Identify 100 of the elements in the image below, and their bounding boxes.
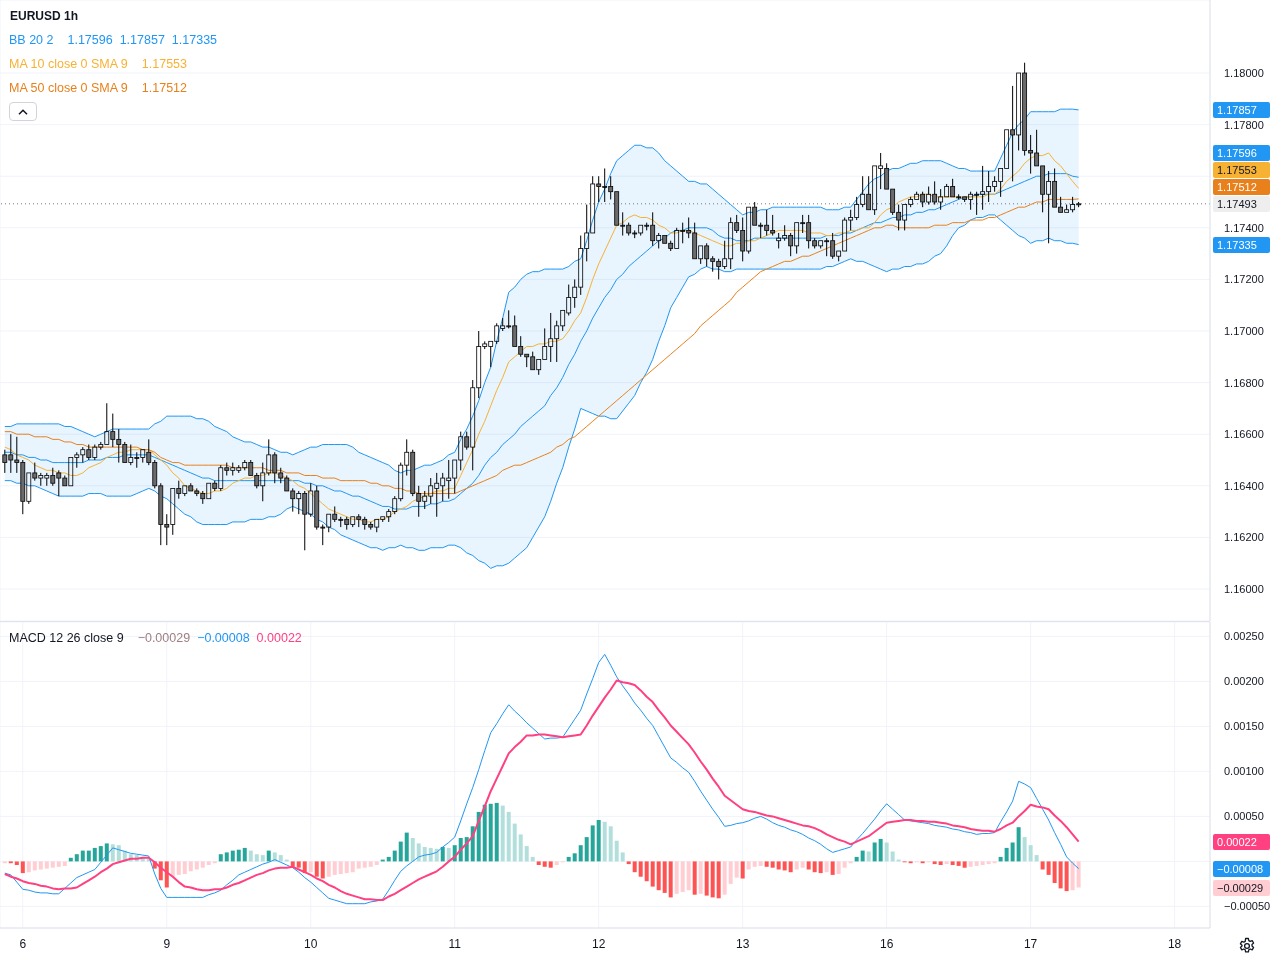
bar bbox=[842, 861, 847, 868]
annotation: 1.17596 bbox=[67, 32, 113, 49]
bar bbox=[932, 861, 937, 865]
bar bbox=[956, 861, 961, 866]
bar bbox=[188, 861, 193, 872]
bar bbox=[182, 861, 187, 874]
annotation: 1.17857 bbox=[119, 32, 165, 49]
bar bbox=[308, 861, 313, 873]
bar bbox=[704, 861, 709, 896]
bar bbox=[860, 850, 865, 862]
bar bbox=[44, 861, 49, 869]
line-series bbox=[4, 108, 1080, 474]
bar bbox=[686, 861, 691, 891]
bar bbox=[986, 861, 991, 865]
y-tick-label: 0.00100 bbox=[1224, 765, 1264, 778]
bar bbox=[26, 861, 31, 873]
bar bbox=[890, 851, 895, 862]
bar bbox=[602, 821, 607, 862]
bar bbox=[14, 861, 19, 865]
bar bbox=[374, 861, 379, 865]
y-tick-label: 1.16800 bbox=[1224, 376, 1264, 389]
text: 1.17857 bbox=[1217, 103, 1257, 116]
bar bbox=[968, 861, 973, 867]
bar bbox=[410, 838, 415, 862]
bar bbox=[398, 841, 403, 862]
bar bbox=[632, 861, 637, 873]
bar bbox=[830, 861, 835, 875]
text: MACD 12 26 close 9 bbox=[9, 631, 124, 645]
text: EURUSD 1h bbox=[10, 9, 79, 23]
bar bbox=[320, 861, 325, 879]
bar bbox=[740, 861, 745, 879]
bar bbox=[416, 843, 421, 862]
x-tick-label: 9 bbox=[163, 937, 171, 951]
bar bbox=[506, 811, 511, 862]
bar bbox=[296, 861, 301, 868]
y-tick-label: 0.00050 bbox=[1224, 810, 1264, 823]
bar bbox=[800, 861, 805, 868]
bar bbox=[242, 847, 247, 862]
bar bbox=[494, 802, 499, 862]
text: 1.17553 bbox=[1217, 163, 1257, 176]
text: 0.00022 bbox=[1217, 835, 1257, 848]
bar bbox=[680, 861, 685, 892]
bar bbox=[116, 845, 121, 862]
bar bbox=[758, 861, 763, 866]
bar bbox=[368, 861, 373, 867]
bar bbox=[110, 844, 115, 862]
text: 1.17335 bbox=[1217, 238, 1257, 251]
x-tick-label: 18 bbox=[1167, 937, 1182, 951]
text: −0.00008 bbox=[1217, 862, 1264, 875]
bar bbox=[248, 850, 253, 862]
bar bbox=[554, 861, 559, 865]
bar bbox=[734, 861, 739, 878]
text: MA 10 close 0 SMA 9 bbox=[9, 57, 128, 71]
bar bbox=[404, 832, 409, 862]
bar bbox=[650, 861, 655, 887]
bar bbox=[578, 845, 583, 862]
ref-line-label: 1.17493 bbox=[1213, 195, 1270, 212]
bar bbox=[440, 847, 445, 862]
bar bbox=[950, 861, 955, 865]
x-tick-label: 11 bbox=[448, 937, 462, 951]
bar bbox=[170, 861, 175, 877]
bar bbox=[1022, 837, 1027, 862]
bar bbox=[638, 861, 643, 877]
bar bbox=[764, 861, 769, 867]
bar bbox=[1004, 847, 1009, 862]
y-tick-label: 1.16000 bbox=[1224, 583, 1264, 596]
bar bbox=[38, 861, 43, 870]
bar bbox=[572, 853, 577, 862]
bar bbox=[836, 861, 841, 874]
annotation: 1.17553 bbox=[141, 56, 187, 73]
bar bbox=[86, 850, 91, 862]
bar bbox=[824, 861, 829, 873]
bar bbox=[1070, 861, 1075, 891]
bar bbox=[710, 861, 715, 898]
x-tick-label: 10 bbox=[304, 937, 318, 951]
bar bbox=[788, 861, 793, 873]
bar bbox=[392, 850, 397, 862]
y-tick-label: 0.00250 bbox=[1224, 630, 1264, 643]
annotation: 0.00022 bbox=[256, 630, 302, 647]
y-tick-label: −0.00050 bbox=[1224, 900, 1271, 913]
x-tick-label: 6 bbox=[19, 937, 27, 951]
bar bbox=[500, 805, 505, 862]
bar bbox=[872, 842, 877, 862]
y-tick-label: 1.18000 bbox=[1224, 67, 1264, 80]
bar bbox=[542, 861, 547, 867]
y-tick-label: 1.16400 bbox=[1224, 479, 1264, 492]
bar bbox=[746, 861, 751, 870]
bar bbox=[590, 825, 595, 862]
bar bbox=[980, 861, 985, 865]
bar bbox=[92, 847, 97, 862]
bar bbox=[662, 861, 667, 893]
bar bbox=[80, 850, 85, 862]
bar bbox=[866, 851, 871, 862]
bar bbox=[1016, 827, 1021, 862]
bar bbox=[350, 861, 355, 873]
bar bbox=[332, 861, 337, 875]
bar bbox=[674, 861, 679, 894]
bar bbox=[698, 861, 703, 894]
bar bbox=[1058, 861, 1063, 889]
bar bbox=[668, 861, 673, 898]
